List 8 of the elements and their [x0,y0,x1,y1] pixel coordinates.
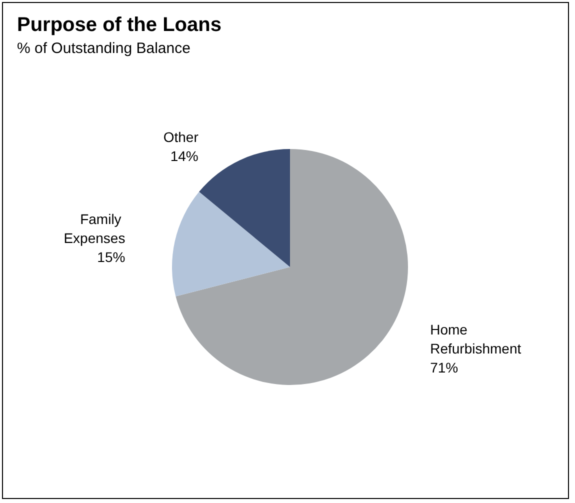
data-label: 15% [97,248,126,265]
slice-label: Home Refurbishment [430,322,522,357]
data-label: 14% [170,148,198,164]
slice-label: Other [163,129,199,146]
chart-subtitle: % of Outstanding Balance [17,40,190,57]
slice-label: Family Expenses [64,210,126,246]
data-label: 71% [430,360,458,376]
chart-title: Purpose of the Loans [17,14,222,36]
